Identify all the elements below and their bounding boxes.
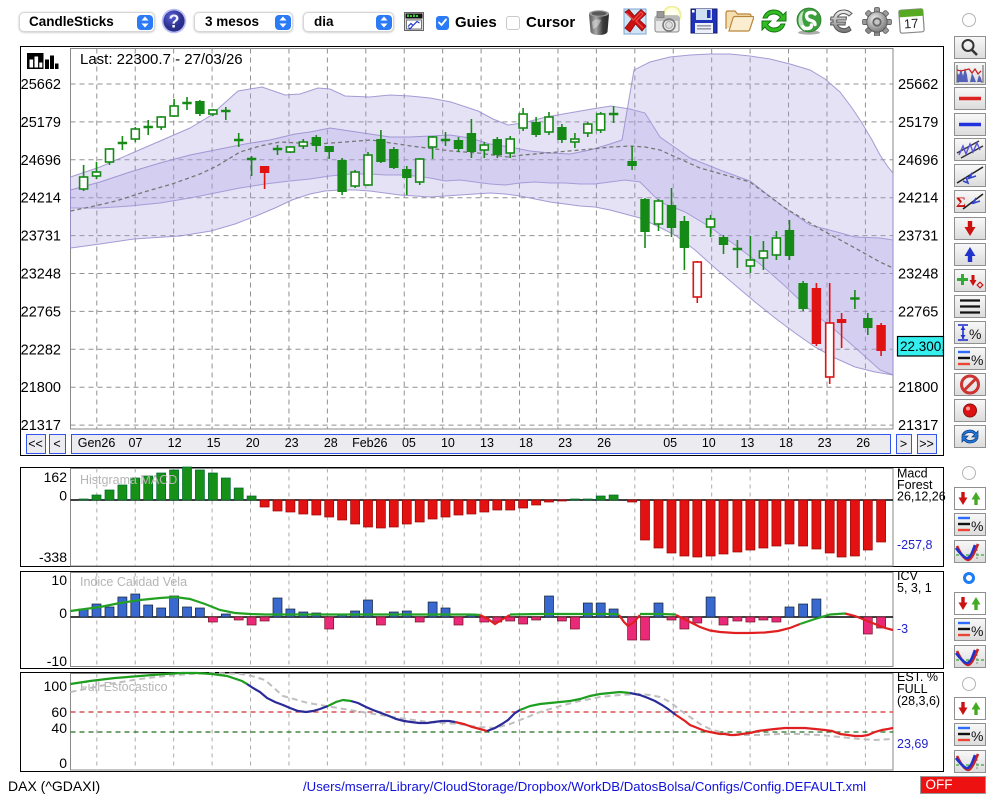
svg-text:%: % [971, 352, 983, 368]
svg-text:25179: 25179 [898, 115, 938, 131]
svg-text:Indice Calidad Vela: Indice Calidad Vela [80, 575, 187, 589]
svg-text:26,12,26: 26,12,26 [897, 490, 946, 504]
svg-text:-338: -338 [39, 549, 67, 565]
svg-text:0: 0 [59, 755, 67, 771]
svg-text:17: 17 [903, 16, 918, 32]
svg-text:23,69: 23,69 [897, 737, 928, 751]
svg-text:162: 162 [44, 469, 68, 485]
svg-text:FULL: FULL [897, 682, 928, 696]
svg-text:23731: 23731 [898, 229, 938, 245]
svg-text:EST. %: EST. % [897, 670, 938, 684]
svg-text:22282: 22282 [21, 342, 61, 358]
svg-text:25179: 25179 [21, 115, 61, 131]
svg-text:-3: -3 [897, 622, 908, 636]
svg-text:24696: 24696 [898, 153, 938, 169]
svg-text:21800: 21800 [898, 380, 938, 396]
svg-text:%: % [971, 728, 983, 744]
svg-text:?: ? [169, 12, 180, 32]
svg-text:22.300,: 22.300, [900, 339, 945, 354]
svg-text:(28,3,6): (28,3,6) [897, 694, 940, 708]
svg-text:21317: 21317 [21, 418, 61, 434]
svg-text:22765: 22765 [898, 304, 938, 320]
svg-text:Last: 22300.7 - 27/03/26: Last: 22300.7 - 27/03/26 [80, 51, 243, 68]
svg-text:-10: -10 [47, 653, 67, 669]
svg-text:40: 40 [51, 720, 67, 736]
svg-text:ICV: ICV [897, 569, 919, 583]
svg-text:Histgrama MACD: Histgrama MACD [80, 473, 177, 487]
svg-text:60: 60 [51, 704, 67, 720]
svg-text:25662: 25662 [21, 77, 61, 93]
svg-text:100: 100 [44, 678, 68, 694]
svg-text:-257,8: -257,8 [897, 538, 932, 552]
svg-text:0: 0 [59, 605, 67, 621]
svg-text:24696: 24696 [21, 153, 61, 169]
svg-text:Full Estocastico: Full Estocastico [80, 680, 168, 694]
svg-text:Forest: Forest [897, 478, 933, 492]
svg-text:22765: 22765 [21, 304, 61, 320]
svg-text:%: % [971, 518, 983, 534]
svg-text:0: 0 [59, 488, 67, 504]
svg-text:Macd: Macd [897, 467, 928, 481]
svg-text:23248: 23248 [21, 267, 61, 283]
svg-text:5, 3, 1: 5, 3, 1 [897, 581, 932, 595]
svg-text:23248: 23248 [898, 267, 938, 283]
svg-text:23731: 23731 [21, 229, 61, 245]
svg-text:24214: 24214 [898, 191, 938, 207]
svg-text:%: % [969, 326, 981, 342]
svg-text:24214: 24214 [21, 191, 61, 207]
svg-text:%: % [971, 623, 983, 639]
svg-text:25662: 25662 [898, 77, 938, 93]
svg-text:21317: 21317 [898, 418, 938, 434]
svg-text:21800: 21800 [21, 380, 61, 396]
svg-text:Σ: Σ [956, 195, 966, 211]
svg-text:10: 10 [51, 572, 67, 588]
